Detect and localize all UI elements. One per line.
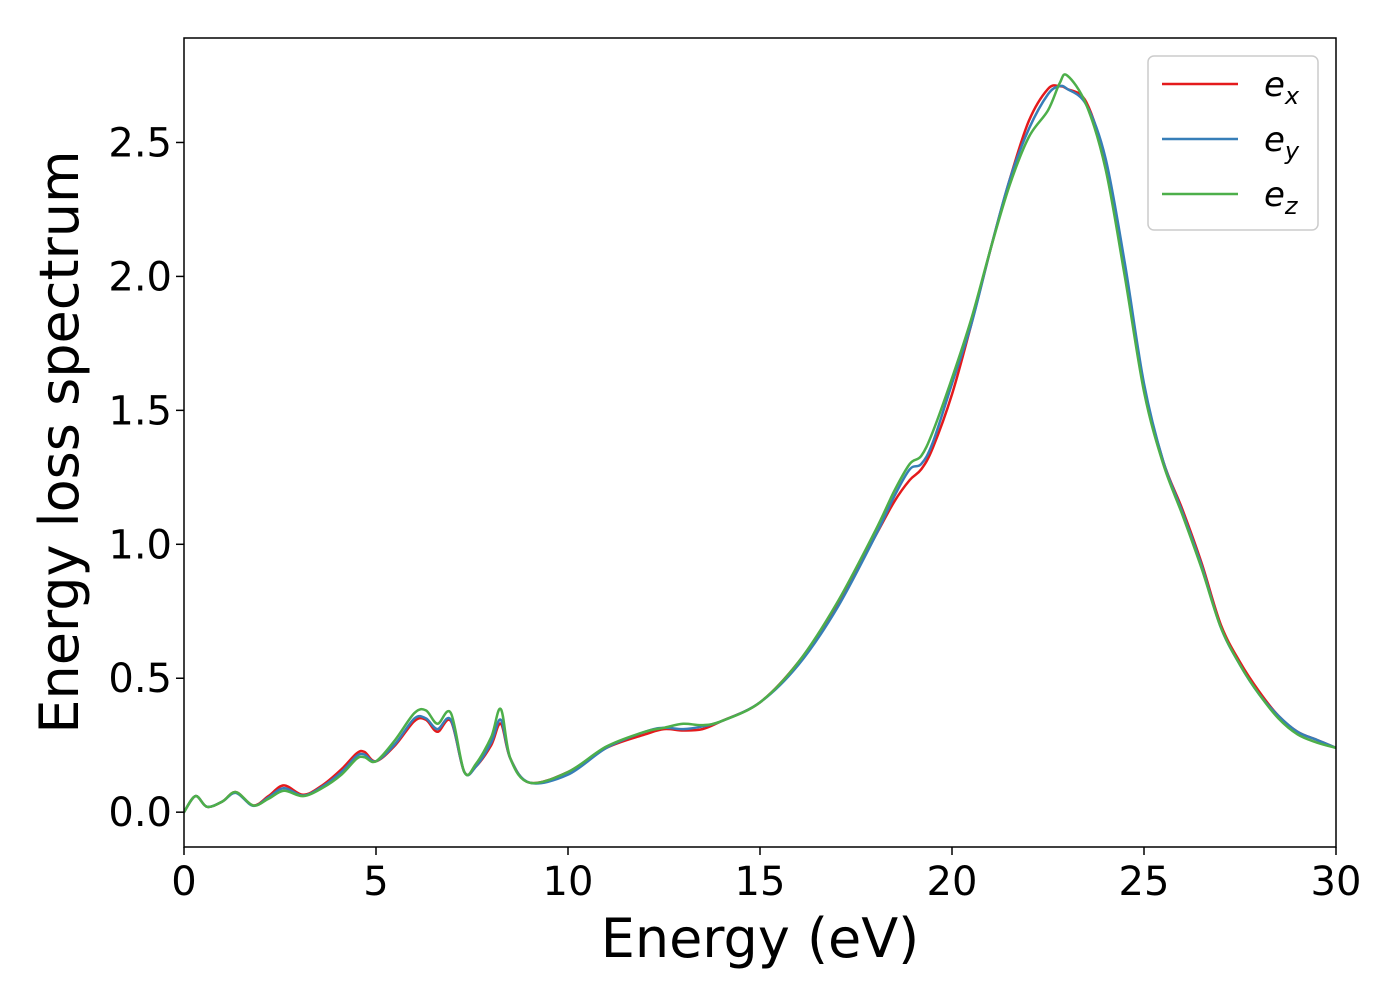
y-axis-title: Energy loss spectrum — [28, 150, 91, 733]
x-tick-label: 20 — [927, 859, 978, 905]
legend-label-x: ex — [1264, 65, 1300, 110]
legend: ex ey ez — [1147, 55, 1319, 231]
y-tick-label: 1.0 — [108, 522, 172, 568]
x-axis-title: Energy (eV) — [601, 907, 920, 970]
legend-label-y: ey — [1264, 120, 1300, 165]
x-tick-label: 30 — [1311, 859, 1362, 905]
series-layer — [184, 73, 1336, 814]
y-axis: 0.0 0.5 1.0 1.5 2.0 2.5 — [108, 120, 184, 836]
x-tick-label: 10 — [543, 859, 594, 905]
legend-frame — [1147, 55, 1319, 231]
x-tick-label: 5 — [363, 859, 388, 905]
x-tick-label: 15 — [735, 859, 786, 905]
y-tick-label: 1.5 — [108, 388, 172, 434]
x-axis: 0 5 10 15 20 25 30 — [171, 847, 1361, 905]
series-line-z — [184, 73, 1336, 814]
y-tick-label: 0.5 — [108, 656, 172, 702]
x-tick-label: 25 — [1119, 859, 1170, 905]
y-tick-label: 2.5 — [108, 120, 172, 166]
y-tick-label: 2.0 — [108, 254, 172, 300]
x-tick-label: 0 — [171, 859, 196, 905]
legend-label-z: ez — [1264, 175, 1299, 220]
y-tick-label: 0.0 — [108, 790, 172, 836]
